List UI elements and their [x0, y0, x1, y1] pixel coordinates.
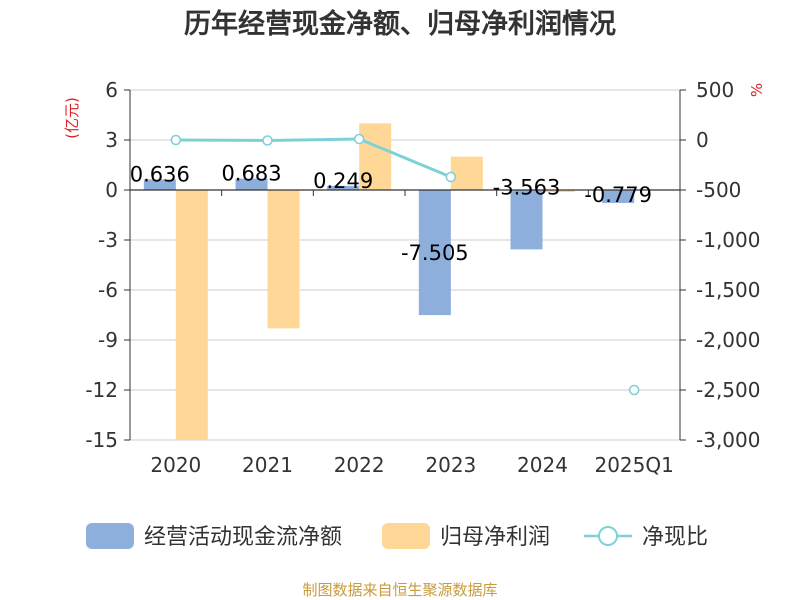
right-tick-label: -1,000: [696, 228, 760, 252]
left-tick-label: 3: [105, 128, 118, 152]
value-label: -0.779: [584, 183, 652, 207]
ratio-point: [262, 135, 273, 146]
bar-cashflow: [235, 178, 268, 190]
legend-label-netprofit: 归母净利润: [440, 525, 550, 550]
bar-netprofit: [175, 190, 208, 440]
right-tick-label: -1,500: [696, 278, 760, 302]
tick-labels: 6 500 3 0 0 -500 -3 -1,000 -6 -1,500 -9 -2,000 -12 -2…: [85, 78, 760, 477]
value-label: 0.249: [313, 169, 373, 193]
right-axis-unit: %: [748, 83, 766, 97]
value-labels: 0.636 0.683 0.249 -7.505 -3.563 -0.779: [130, 162, 652, 265]
legend-swatch-cashflow: [86, 523, 134, 549]
left-tick-label: 6: [105, 78, 118, 102]
legend-swatch-netprofit: [382, 523, 430, 549]
left-tick-label: 0: [105, 178, 118, 202]
left-axis-unit: (亿元): [63, 97, 81, 139]
ratio-point: [353, 133, 365, 145]
legend: 经营活动现金流净额 归母净利润 净现比: [86, 523, 708, 550]
value-label: -3.563: [493, 175, 561, 199]
bar-cashflow: [327, 185, 360, 190]
x-tick-label: 2023: [425, 453, 476, 477]
value-label: -7.505: [401, 241, 469, 265]
right-tick-label: 0: [696, 128, 709, 152]
x-tick-label: 2022: [334, 453, 385, 477]
legend-label-ratio: 净现比: [642, 525, 708, 550]
left-tick-label: -3: [98, 228, 118, 252]
x-tick-label: 2021: [242, 453, 293, 477]
bar-cashflow: [143, 179, 176, 190]
right-tick-label: 500: [696, 78, 734, 102]
ratio-line-segment: [175, 137, 452, 179]
x-tick-label: 2024: [517, 453, 568, 477]
axes: [124, 89, 686, 441]
left-tick-label: -6: [98, 278, 118, 302]
bar-netprofit: [267, 190, 300, 329]
bar-netprofit: [359, 123, 392, 190]
chart-title: 历年经营现金净额、归母净利润情况: [184, 8, 616, 40]
bars: [143, 123, 635, 440]
ratio-point: [170, 134, 182, 146]
legend-label-cashflow: 经营活动现金流净额: [144, 525, 342, 550]
value-label: 0.636: [130, 162, 190, 186]
bar-netprofit: [450, 156, 483, 190]
ratio-line: [170, 133, 640, 396]
right-tick-label: -3,000: [696, 428, 760, 452]
ratio-point: [628, 384, 640, 396]
source-note: 制图数据来自恒生聚源数据库: [302, 581, 497, 599]
right-tick-label: -2,500: [696, 378, 760, 402]
value-label: 0.683: [221, 162, 281, 186]
bar-cashflow: [602, 190, 635, 203]
bar-netprofit: [542, 190, 575, 192]
left-tick-label: -12: [85, 378, 118, 402]
left-tick-label: -15: [85, 428, 118, 452]
legend-marker-ratio: [598, 526, 618, 546]
x-tick-label: 2020: [150, 453, 201, 477]
bar-cashflow: [418, 190, 451, 316]
left-tick-label: -9: [98, 328, 118, 352]
bar-cashflow: [510, 190, 543, 250]
right-tick-label: -500: [696, 178, 741, 202]
ratio-point: [445, 171, 457, 183]
right-tick-label: -2,000: [696, 328, 760, 352]
x-tick-label: 2025Q1: [594, 453, 673, 477]
